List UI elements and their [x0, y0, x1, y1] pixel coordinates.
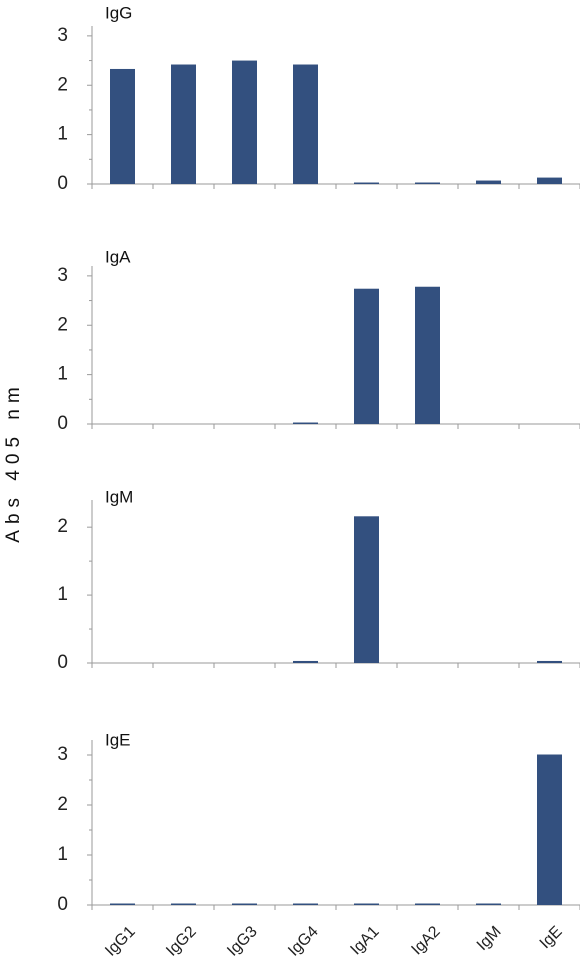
bar-iga2 — [415, 903, 440, 905]
bar-iga1 — [354, 182, 379, 184]
y-tick-label: 0 — [57, 894, 68, 915]
y-tick-label: 0 — [57, 173, 68, 194]
bar-igg4 — [293, 64, 318, 184]
y-tick-label: 2 — [57, 314, 68, 335]
panel-igm: IgM 0 1 2 — [57, 487, 580, 673]
y-tick-label: 3 — [57, 265, 68, 286]
y-tick-label: 2 — [57, 516, 68, 537]
bar-iga2 — [415, 286, 440, 424]
y-tick-label: 3 — [57, 25, 68, 46]
y-axis-label: Abs 405 nm — [3, 381, 24, 542]
bar-igg4 — [293, 903, 318, 905]
bar-iga1 — [354, 903, 379, 905]
y-tick-label: 1 — [57, 124, 68, 145]
bar-igg2 — [171, 64, 196, 184]
bar-iga1 — [354, 288, 379, 424]
category-label: IgM — [474, 923, 505, 954]
y-tick-label: 3 — [57, 744, 68, 765]
bar-igg1 — [110, 903, 135, 905]
panel-iga: IgA 0 1 2 3 — [57, 247, 580, 434]
bar-igg4 — [293, 422, 318, 424]
category-label: IgE — [537, 923, 566, 952]
panel-title: IgM — [105, 487, 133, 506]
bar-igg4 — [293, 660, 318, 663]
panel-igg: IgG 0 1 2 3 — [57, 3, 580, 194]
category-label: IgG2 — [163, 923, 200, 960]
bar-igg1 — [110, 68, 135, 184]
category-label: IgA2 — [408, 923, 443, 958]
panel-title: IgE — [105, 730, 131, 749]
category-label: IgG3 — [224, 923, 261, 960]
bar-ige — [537, 177, 562, 184]
panel-ige: IgE 0 1 2 3 — [57, 730, 580, 915]
bar-iga1 — [354, 516, 379, 663]
y-tick-label: 2 — [57, 74, 68, 95]
panel-title: IgG — [105, 3, 132, 22]
y-tick-label: 1 — [57, 364, 68, 385]
y-tick-label: 0 — [57, 652, 68, 673]
category-label: IgG1 — [102, 923, 139, 960]
y-tick-label: 1 — [57, 844, 68, 865]
bar-igm — [476, 180, 501, 184]
y-tick-label: 1 — [57, 584, 68, 605]
bar-ige — [537, 660, 562, 663]
category-label: IgG4 — [285, 923, 322, 960]
y-tick-label: 2 — [57, 794, 68, 815]
category-label: IgA1 — [347, 923, 382, 958]
bar-igg3 — [232, 903, 257, 905]
y-tick-label: 0 — [57, 413, 68, 434]
panel-title: IgA — [105, 247, 131, 266]
bar-ige — [537, 754, 562, 905]
bar-iga2 — [415, 182, 440, 184]
bar-igm — [476, 903, 501, 905]
bar-igg2 — [171, 903, 196, 905]
bar-igg3 — [232, 60, 257, 184]
